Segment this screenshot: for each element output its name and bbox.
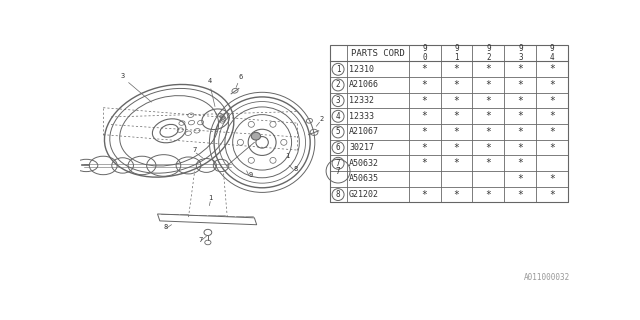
Text: *: * xyxy=(517,111,524,121)
Text: *: * xyxy=(549,64,556,74)
Text: 6: 6 xyxy=(238,74,243,80)
Text: *: * xyxy=(549,143,556,153)
Text: *: * xyxy=(517,80,524,90)
Text: *: * xyxy=(486,80,492,90)
Text: *: * xyxy=(422,64,428,74)
Text: *: * xyxy=(549,174,556,184)
Text: *: * xyxy=(422,80,428,90)
Text: *: * xyxy=(454,158,460,168)
Text: 7: 7 xyxy=(198,237,202,244)
Text: 6: 6 xyxy=(336,143,340,152)
Text: 8: 8 xyxy=(163,224,168,230)
Text: 2: 2 xyxy=(336,81,340,90)
Text: *: * xyxy=(549,80,556,90)
Text: 12310: 12310 xyxy=(349,65,374,74)
Bar xyxy=(330,44,568,203)
Text: A50635: A50635 xyxy=(349,174,379,183)
Text: *: * xyxy=(486,158,492,168)
Text: *: * xyxy=(422,111,428,121)
Text: 1: 1 xyxy=(285,153,290,159)
Text: 9
4: 9 4 xyxy=(550,44,555,62)
Ellipse shape xyxy=(252,132,260,140)
Text: A011000032: A011000032 xyxy=(524,273,570,282)
Text: PARTS CORD: PARTS CORD xyxy=(351,49,404,58)
Text: *: * xyxy=(454,143,460,153)
Text: 5: 5 xyxy=(336,127,340,136)
Text: *: * xyxy=(517,127,524,137)
Text: *: * xyxy=(517,96,524,106)
Text: *: * xyxy=(486,127,492,137)
Text: *: * xyxy=(486,111,492,121)
Text: *: * xyxy=(454,80,460,90)
Text: 9
1: 9 1 xyxy=(454,44,459,62)
Text: 7: 7 xyxy=(336,167,340,176)
Text: 8: 8 xyxy=(293,166,298,172)
Text: *: * xyxy=(454,111,460,121)
Text: 3: 3 xyxy=(336,96,340,105)
Text: *: * xyxy=(454,189,460,200)
Text: *: * xyxy=(517,158,524,168)
Text: 4: 4 xyxy=(336,112,340,121)
Text: *: * xyxy=(486,189,492,200)
Text: *: * xyxy=(422,158,428,168)
Text: A50632: A50632 xyxy=(349,159,379,168)
Text: *: * xyxy=(422,96,428,106)
Text: 9
3: 9 3 xyxy=(518,44,523,62)
Text: *: * xyxy=(486,143,492,153)
Text: 2: 2 xyxy=(319,116,324,122)
Text: 7: 7 xyxy=(336,159,340,168)
Text: 4: 4 xyxy=(208,78,212,84)
Text: G21202: G21202 xyxy=(349,190,379,199)
Text: *: * xyxy=(422,189,428,200)
Text: *: * xyxy=(549,96,556,106)
Text: *: * xyxy=(486,64,492,74)
Text: 3: 3 xyxy=(120,73,125,79)
Text: *: * xyxy=(549,111,556,121)
Text: 1: 1 xyxy=(208,195,212,201)
Text: *: * xyxy=(422,143,428,153)
Text: *: * xyxy=(517,174,524,184)
Text: *: * xyxy=(422,127,428,137)
Text: *: * xyxy=(454,64,460,74)
Text: *: * xyxy=(486,96,492,106)
Text: *: * xyxy=(454,127,460,137)
Text: 30217: 30217 xyxy=(349,143,374,152)
Text: *: * xyxy=(454,96,460,106)
Text: A21066: A21066 xyxy=(349,81,379,90)
Text: 9: 9 xyxy=(248,172,253,178)
Text: 12333: 12333 xyxy=(349,112,374,121)
Text: *: * xyxy=(517,189,524,200)
Text: 8: 8 xyxy=(336,190,340,199)
Text: *: * xyxy=(517,143,524,153)
Text: 7: 7 xyxy=(193,147,197,153)
Text: *: * xyxy=(517,64,524,74)
Text: 1: 1 xyxy=(336,65,340,74)
Text: *: * xyxy=(549,127,556,137)
Text: 9
2: 9 2 xyxy=(486,44,491,62)
Text: A21067: A21067 xyxy=(349,127,379,136)
Text: *: * xyxy=(549,189,556,200)
Text: 12332: 12332 xyxy=(349,96,374,105)
Text: 9
0: 9 0 xyxy=(422,44,427,62)
